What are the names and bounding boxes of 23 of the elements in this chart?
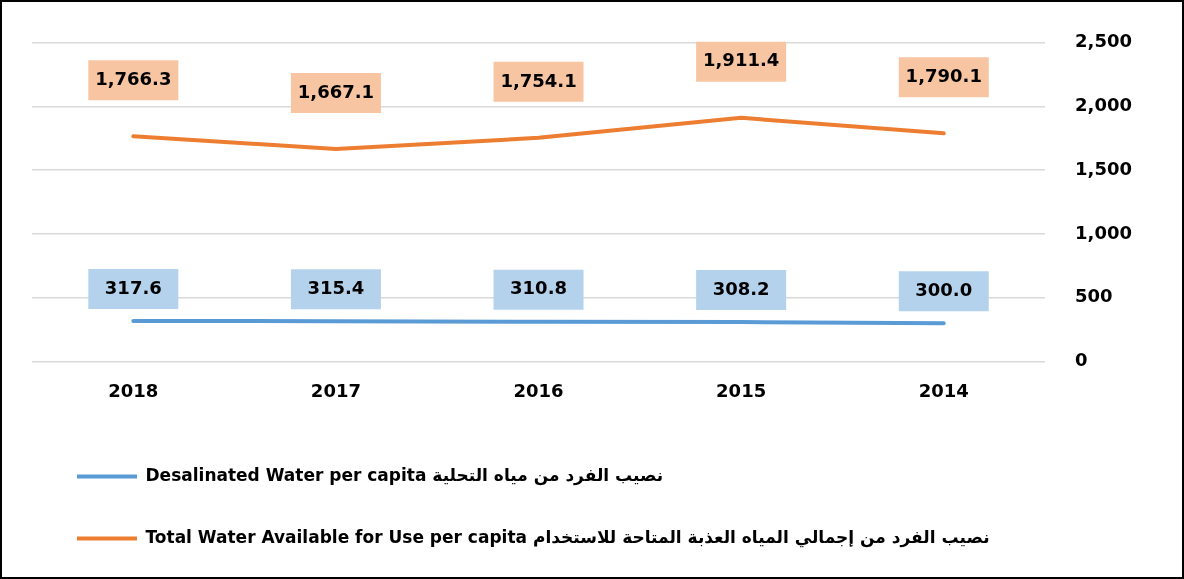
data-label: 317.6 [104, 276, 162, 298]
data-label: 1,790.1 [905, 64, 982, 86]
data-label: 310.8 [510, 277, 567, 299]
x-tick-label: 2015 [716, 379, 767, 401]
data-label: 308.2 [712, 277, 770, 299]
x-tick-label: 2016 [513, 379, 564, 401]
data-label: 1,766.3 [95, 67, 172, 89]
y-tick-label: 0 [1075, 349, 1088, 371]
data-label: 315.4 [307, 276, 365, 298]
data-label: 1,911.4 [702, 49, 780, 71]
data-label: 1,667.1 [297, 80, 375, 102]
data-label: 300.0 [915, 278, 973, 300]
y-tick-label: 1,000 [1075, 221, 1132, 243]
y-tick-label: 1,500 [1075, 157, 1132, 179]
x-tick-label: 2018 [108, 379, 159, 401]
y-tick-label: 500 [1075, 285, 1113, 307]
y-tick-label: 2,500 [1075, 30, 1132, 52]
x-tick-label: 2014 [918, 379, 969, 401]
legend-label: Desalinated Water per capita نصيب الفرد من مياه التحلية [145, 464, 664, 486]
y-tick-label: 2,000 [1075, 94, 1132, 116]
data-label: 1,754.1 [500, 69, 577, 91]
legend-label: Total Water Available for Use per capita نصيب الفرد من إجمالي المياه العذبة المتاحة للاستخدام [145, 526, 990, 548]
x-tick-label: 2017 [310, 379, 361, 401]
